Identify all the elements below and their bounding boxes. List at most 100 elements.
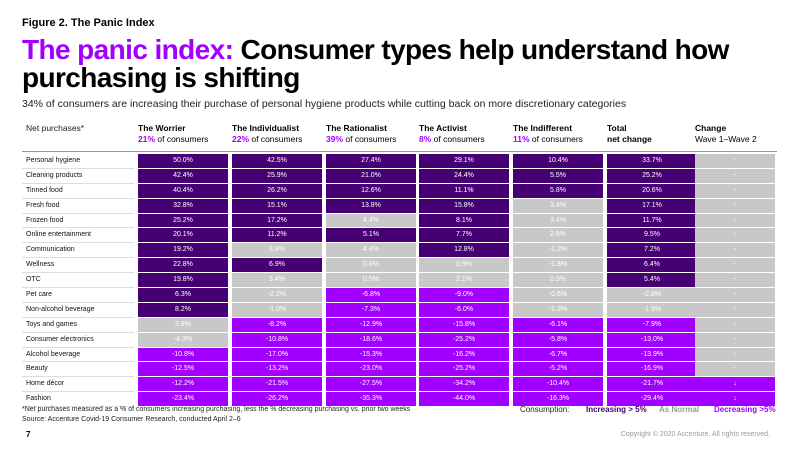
table-cell: - bbox=[695, 183, 775, 198]
table-row: Tinned food 40.4% 26.2% 12.6% 11.1% 5.8% 20.6%… bbox=[22, 183, 777, 199]
table-cell: -6.1% bbox=[513, 317, 603, 332]
table-cell: 5.5% bbox=[513, 168, 603, 183]
table-cell: -6.8% bbox=[326, 288, 416, 302]
table-cell: -0.6% bbox=[513, 288, 603, 302]
table-cell: -10.8% bbox=[138, 347, 228, 362]
table-cell: 7.2% bbox=[607, 243, 697, 258]
table-row: Beauty -12.5% -13.2% -23.0% -25.2% -5.2% -16.9… bbox=[22, 362, 777, 378]
table-cell: 3.4% bbox=[513, 198, 603, 213]
table-cell: 17.2% bbox=[232, 213, 322, 228]
table-cell: -6.7% bbox=[513, 347, 603, 362]
col-header-indifferent: The Indifferent 11% of consumers bbox=[513, 123, 583, 145]
table-cell: 13.8% bbox=[326, 198, 416, 213]
table-cell: 29.1% bbox=[419, 154, 509, 168]
table-cell: 25.9% bbox=[232, 168, 322, 183]
figure-label: Figure 2. The Panic Index bbox=[22, 17, 155, 29]
row-label: Consumer electronics bbox=[26, 335, 94, 343]
col-name: Change bbox=[695, 123, 727, 133]
table-cell: 5.8% bbox=[513, 183, 603, 198]
col-header-rationalist: The Rationalist 39% of consumers bbox=[326, 123, 396, 145]
table-cell: 12.8% bbox=[419, 243, 509, 258]
col-share-suffix: of consumers bbox=[343, 134, 397, 144]
table-cell: - bbox=[695, 243, 775, 258]
row-divider bbox=[22, 272, 134, 274]
table-cell: 21.0% bbox=[326, 168, 416, 183]
table-cell: -12.9% bbox=[326, 317, 416, 332]
table-cell: -5.8% bbox=[513, 332, 603, 347]
table-cell: -15.8% bbox=[419, 317, 509, 332]
copyright: Copyright © 2020 Accenture. All rights r… bbox=[620, 431, 770, 438]
table-cell: -1.9% bbox=[607, 302, 697, 317]
table-cell: -27.5% bbox=[326, 377, 416, 392]
row-label: Beauty bbox=[26, 365, 48, 373]
row-divider bbox=[22, 301, 134, 303]
table-cell: 4.4% bbox=[326, 243, 416, 258]
col-share: 39% bbox=[326, 134, 344, 144]
row-divider bbox=[22, 331, 134, 333]
col-header-activist: The Activist 8% of consumers bbox=[419, 123, 485, 145]
table-cell: 15.1% bbox=[232, 198, 322, 213]
table-cell: -7.9% bbox=[607, 317, 697, 332]
row-divider bbox=[22, 287, 134, 289]
row-divider bbox=[22, 227, 134, 229]
table-cell: 11.1% bbox=[419, 183, 509, 198]
table-cell: -1.2% bbox=[513, 243, 603, 258]
table-cell: - bbox=[695, 288, 775, 302]
table-cell: -17.0% bbox=[232, 347, 322, 362]
col-share: 11% bbox=[513, 134, 530, 144]
col-share-suffix: of consumers bbox=[431, 134, 485, 144]
table-cell: 5.1% bbox=[326, 228, 416, 243]
row-label: Frozen food bbox=[26, 216, 64, 224]
net-purchases-header: Net purchases* bbox=[26, 123, 85, 133]
panic-index-table: Net purchases* The Worrier 21% of consume… bbox=[22, 123, 777, 408]
col-header-total: Total net change bbox=[607, 123, 652, 145]
footnote-source: Source: Accenture Covid-19 Consumer Rese… bbox=[22, 416, 241, 423]
subtitle: 34% of consumers are increasing their pu… bbox=[22, 98, 627, 110]
col-share: 22% bbox=[232, 134, 250, 144]
table-cell: ↓ bbox=[695, 377, 775, 392]
table-cell: - bbox=[695, 228, 775, 243]
row-label: Personal hygiene bbox=[26, 157, 81, 164]
row-label: Communication bbox=[26, 246, 75, 254]
row-label: Toys and games bbox=[26, 320, 77, 328]
table-cell: 40.4% bbox=[138, 183, 228, 198]
table-cell: 3.8% bbox=[138, 317, 228, 332]
table-row: Wellness 22.8% 6.9% 0.6% 0.9% -1.8% 6.4% - bbox=[22, 258, 777, 274]
table-cell: 20.6% bbox=[607, 183, 697, 198]
table-cell: - bbox=[695, 154, 775, 168]
table-cell: -6.0% bbox=[419, 302, 509, 317]
legend-normal: As Normal bbox=[659, 405, 700, 414]
table-cell: 11.2% bbox=[232, 228, 322, 243]
table-cell: - bbox=[695, 362, 775, 377]
table-cell: 42.5% bbox=[232, 154, 322, 168]
table-row: Personal hygiene 50.0% 42.5% 27.4% 29.1% 10.4… bbox=[22, 154, 777, 169]
table-cell: -18.6% bbox=[326, 332, 416, 347]
table-cell: -2.2% bbox=[232, 288, 322, 302]
table-cell: -7.3% bbox=[326, 302, 416, 317]
row-label: Pet care bbox=[26, 291, 53, 299]
col-line2: net change bbox=[607, 134, 652, 144]
col-name: The Indifferent bbox=[513, 123, 573, 133]
row-divider bbox=[22, 406, 134, 408]
table-cell: 11.7% bbox=[607, 213, 697, 228]
table-row: Home décor -12.2% -21.5% -27.5% -34.2% -10.4%… bbox=[22, 377, 777, 393]
table-cell: -4.3% bbox=[138, 332, 228, 347]
legend-title: Consumption: bbox=[520, 405, 570, 414]
table-cell: -13.0% bbox=[607, 332, 697, 347]
row-label: Fashion bbox=[26, 395, 51, 403]
table-cell: -35.3% bbox=[326, 392, 416, 407]
row-label: OTC bbox=[26, 276, 41, 284]
table-row: Frozen food 25.2% 17.2% 4.4% 8.1% 3.4% 11.7% - bbox=[22, 213, 777, 229]
table-row: Fashion -23.4% -26.2% -35.3% -44.0% -16.3% -29… bbox=[22, 392, 777, 408]
table-cell: - bbox=[695, 347, 775, 362]
row-divider bbox=[22, 197, 134, 199]
table-cell: -8.2% bbox=[232, 317, 322, 332]
footnote-definition: *Net purchases measured as a % of consum… bbox=[22, 406, 411, 413]
col-header-change: Change Wave 1–Wave 2 bbox=[695, 123, 757, 145]
table-row: Pet care 6.3% -2.2% -6.8% -9.0% -0.6% -2.8% - bbox=[22, 288, 777, 303]
table-cell: 5.4% bbox=[607, 273, 697, 288]
footnote: *Net purchases measured as a % of consum… bbox=[22, 405, 410, 425]
row-label: Home décor bbox=[26, 380, 65, 388]
table-row: Toys and games 3.8% -8.2% -12.9% -15.8% -6.1%… bbox=[22, 317, 777, 333]
legend-increasing: Increasing > 5% bbox=[586, 405, 647, 414]
